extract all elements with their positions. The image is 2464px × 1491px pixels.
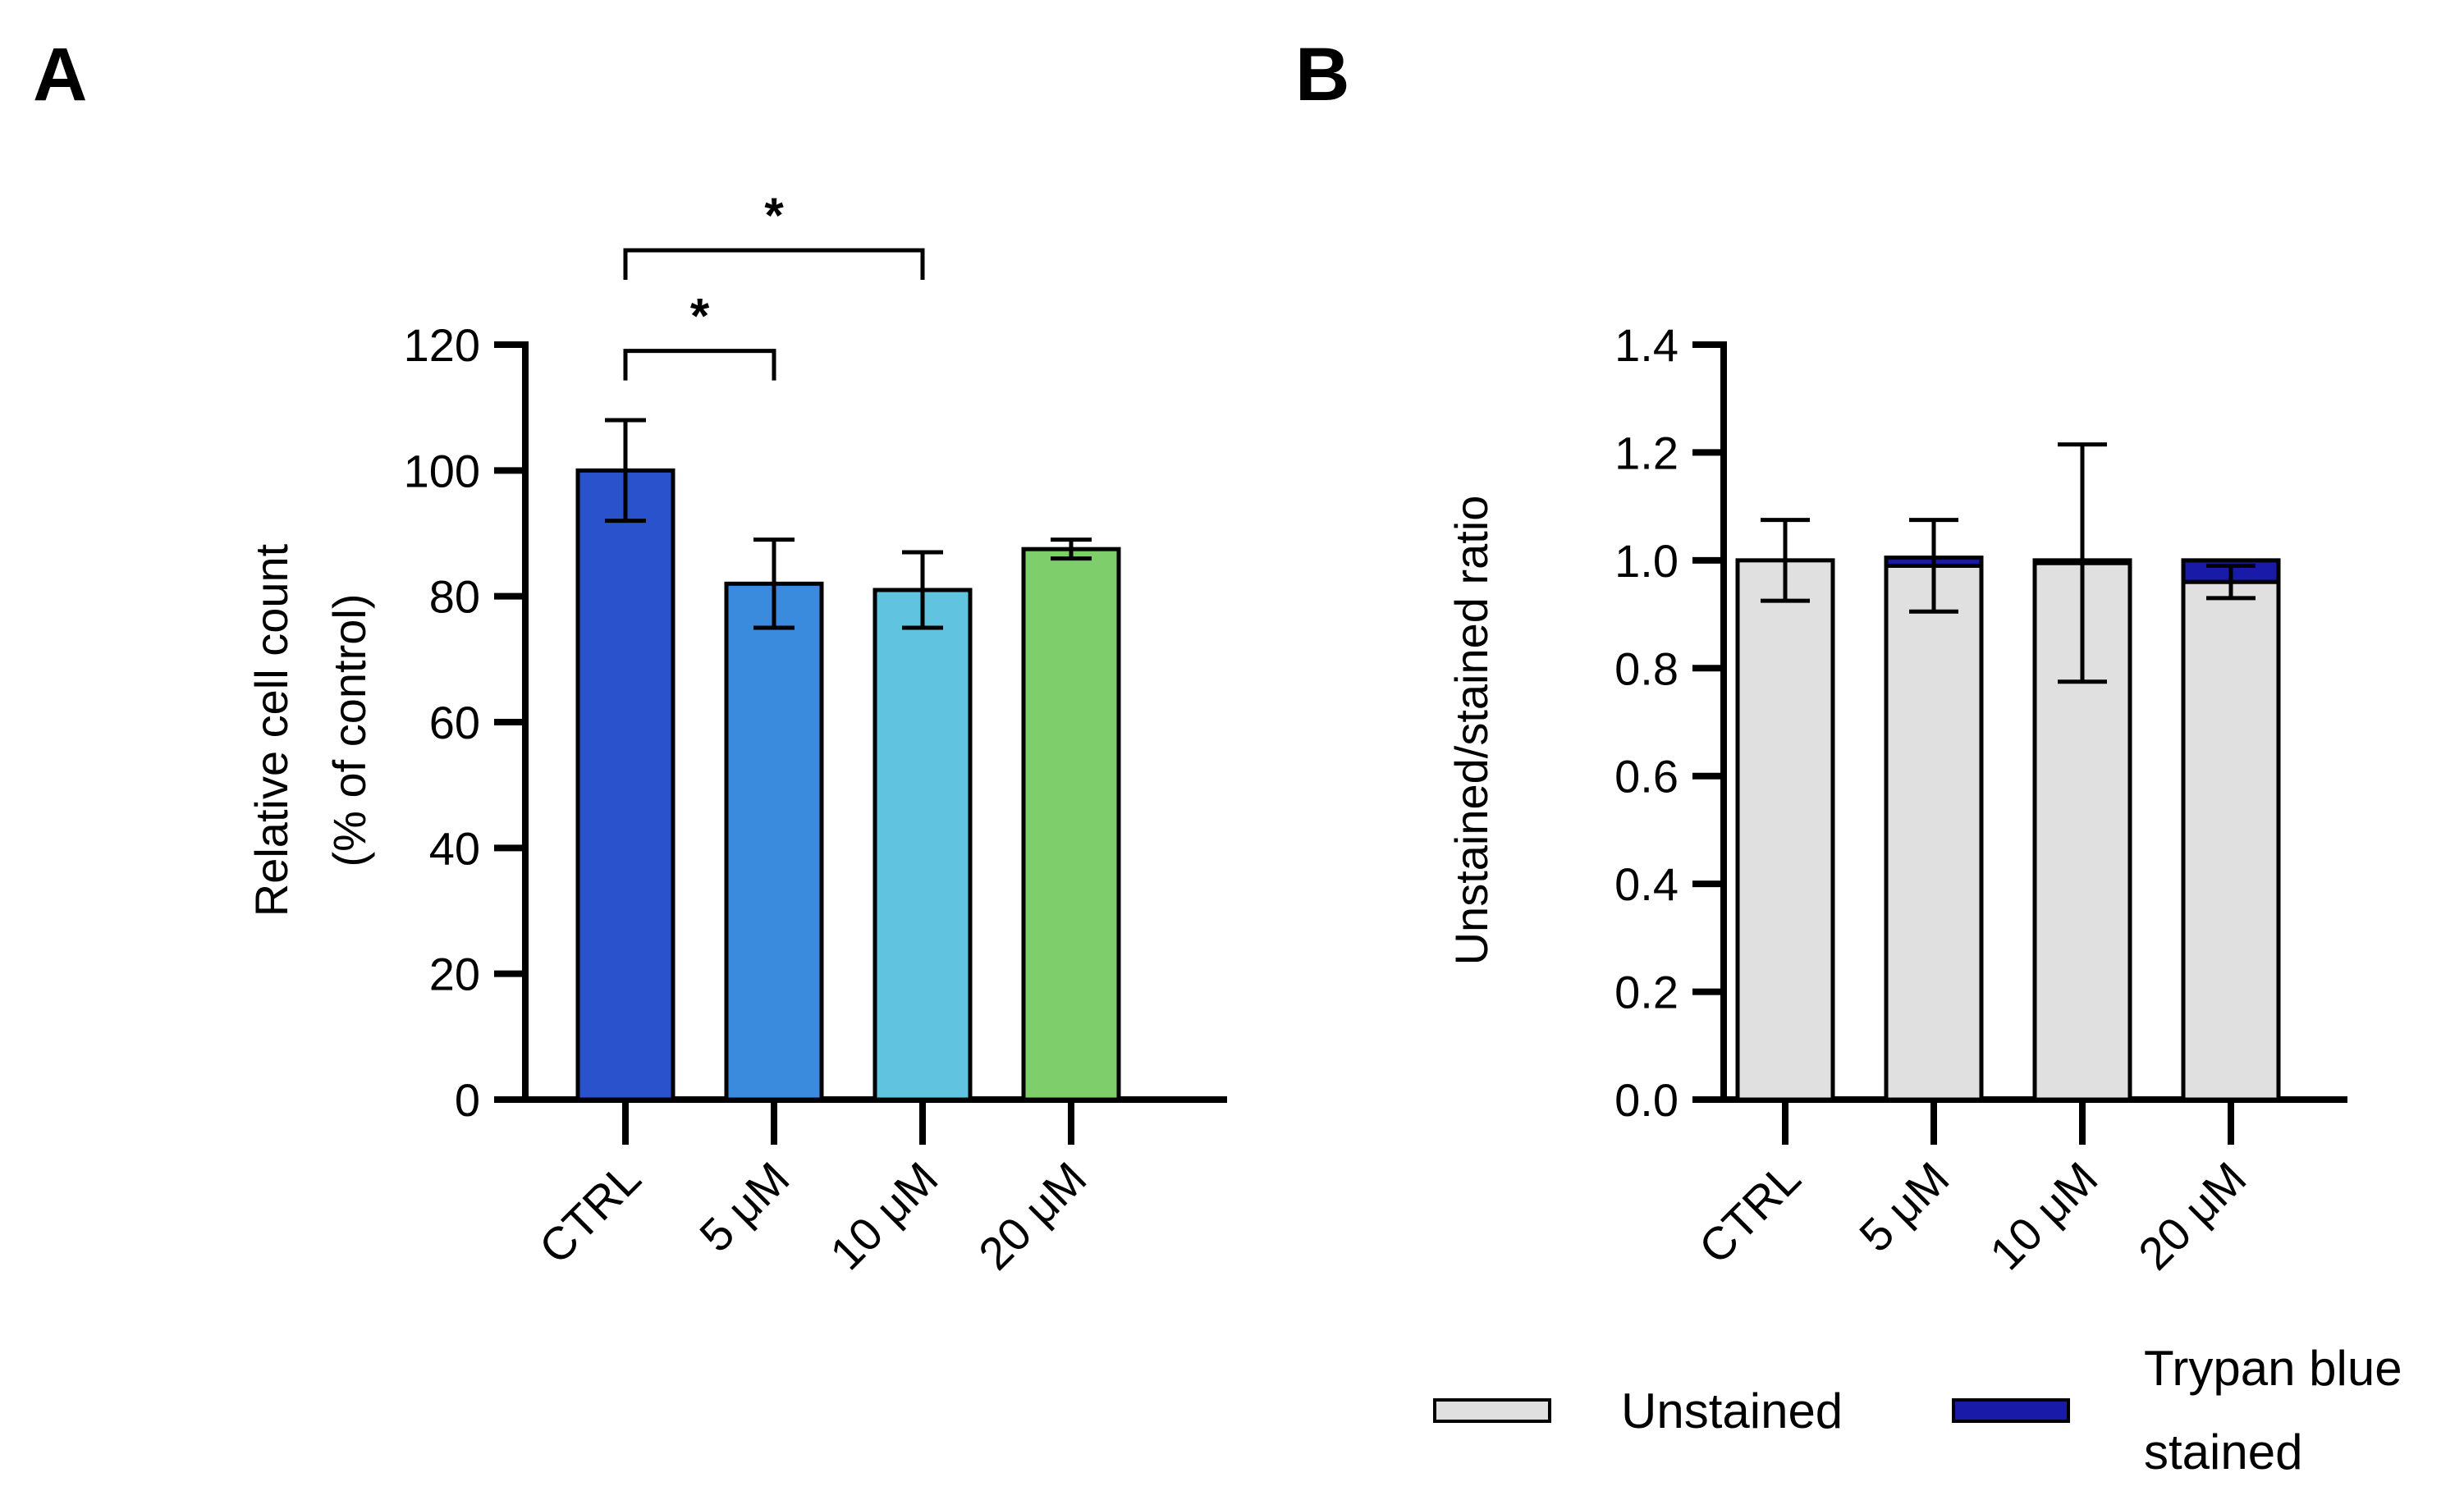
- panel-a-x-tick-label-5-m: 5 μM: [689, 1152, 799, 1261]
- panel-a-significance-bracket-1: [623, 349, 776, 381]
- panel-a-plot: 0 20 40 60 80 100 120 CTRL 5 μM 10 μM 20 μM * *: [404, 188, 1227, 1279]
- panel-b-y-tick-label-0-8: 0.8: [1614, 643, 1679, 694]
- panel-a-significance-label-1: *: [690, 289, 710, 344]
- panel-b-bar-unstained-ctrl: [1735, 558, 1835, 1102]
- panel-letter-a: A: [33, 33, 87, 117]
- panel-a-bar-10-m: [872, 588, 973, 1102]
- panel-a-x-tick-label-ctrl: CTRL: [529, 1152, 651, 1274]
- panel-a-x-tick-label-10-m: 10 μM: [820, 1152, 947, 1279]
- panel-b-plot: 0.0 0.2 0.4 0.6 0.8 1.0 1.2 1.4 CTRL 5 μM 10 μM 20 …: [1614, 319, 2347, 1279]
- panel-b-x-tick-label-10-m: 10 μM: [1980, 1152, 2107, 1279]
- panel-a-x-tick-label-20-m: 20 μM: [969, 1152, 1096, 1279]
- panel-a-bar-ctrl: [575, 468, 676, 1102]
- legend-swatch-trypan-blue-stained: [1952, 1398, 2070, 1423]
- panel-b-y-tick-label-1-2: 1.2: [1614, 427, 1679, 478]
- legend-label-trypan-blue: Trypan blue: [2144, 1341, 2402, 1396]
- panel-letter-b: B: [1295, 33, 1349, 117]
- panel-b-y-tick-label-1-4: 1.4: [1614, 319, 1679, 371]
- panel-b-y-tick-label-0-2: 0.2: [1614, 967, 1679, 1018]
- panel-b-x-tick-label-ctrl: CTRL: [1689, 1152, 1811, 1274]
- panel-a-y-axis-title-line1: Relative cell count: [245, 543, 297, 917]
- panel-a-bar-20-m: [1021, 547, 1121, 1102]
- panel-a-y-tick-label-0: 0: [455, 1074, 480, 1126]
- panel-a: A Relative cell count (% of control) 0 20…: [33, 33, 1227, 1279]
- panel-b-y-tick-label-0-6: 0.6: [1614, 751, 1679, 803]
- panel-b-y-tick-label-1-0: 1.0: [1614, 535, 1679, 587]
- legend-label-unstained: Unstained: [1621, 1384, 1843, 1438]
- panel-b-y-tick-label-0-0: 0.0: [1614, 1074, 1679, 1126]
- panel-b-x-tick-label-20-m: 20 μM: [2128, 1152, 2256, 1279]
- panel-a-y-tick-label-80: 80: [429, 571, 480, 623]
- panel-a-y-tick-label-100: 100: [404, 445, 480, 496]
- panel-a-y-tick-label-120: 120: [404, 319, 480, 371]
- panel-a-y-axis-title-line2: (% of control): [323, 594, 375, 867]
- panel-b-bar-unstained-5-m: [1884, 563, 1984, 1102]
- panel-a-bar-5-m: [724, 581, 824, 1102]
- panel-b: B Unstained/stained ratio 0.00.20.40.60.…: [1295, 33, 2402, 1480]
- panel-a-y-tick-label-40: 40: [429, 822, 480, 874]
- panel-a-significance-bracket-0: [623, 248, 925, 280]
- legend-swatch-unstained: [1433, 1398, 1551, 1423]
- panel-a-significance-label-0: *: [764, 188, 784, 243]
- panel-b-x-tick-label-5-m: 5 μM: [1849, 1152, 1958, 1261]
- panel-a-y-tick-label-60: 60: [429, 697, 480, 748]
- panel-b-y-tick-label-0-4: 0.4: [1614, 858, 1679, 910]
- panel-b-bar-unstained-20-m: [2181, 579, 2281, 1102]
- panel-b-legend: Unstained Trypan blue stained: [1433, 1341, 2402, 1480]
- legend-label-stained: stained: [2144, 1425, 2302, 1480]
- panel-b-y-axis-title: Unstained/stained ratio: [1445, 496, 1497, 966]
- panel-a-y-tick-label-20: 20: [429, 949, 480, 1000]
